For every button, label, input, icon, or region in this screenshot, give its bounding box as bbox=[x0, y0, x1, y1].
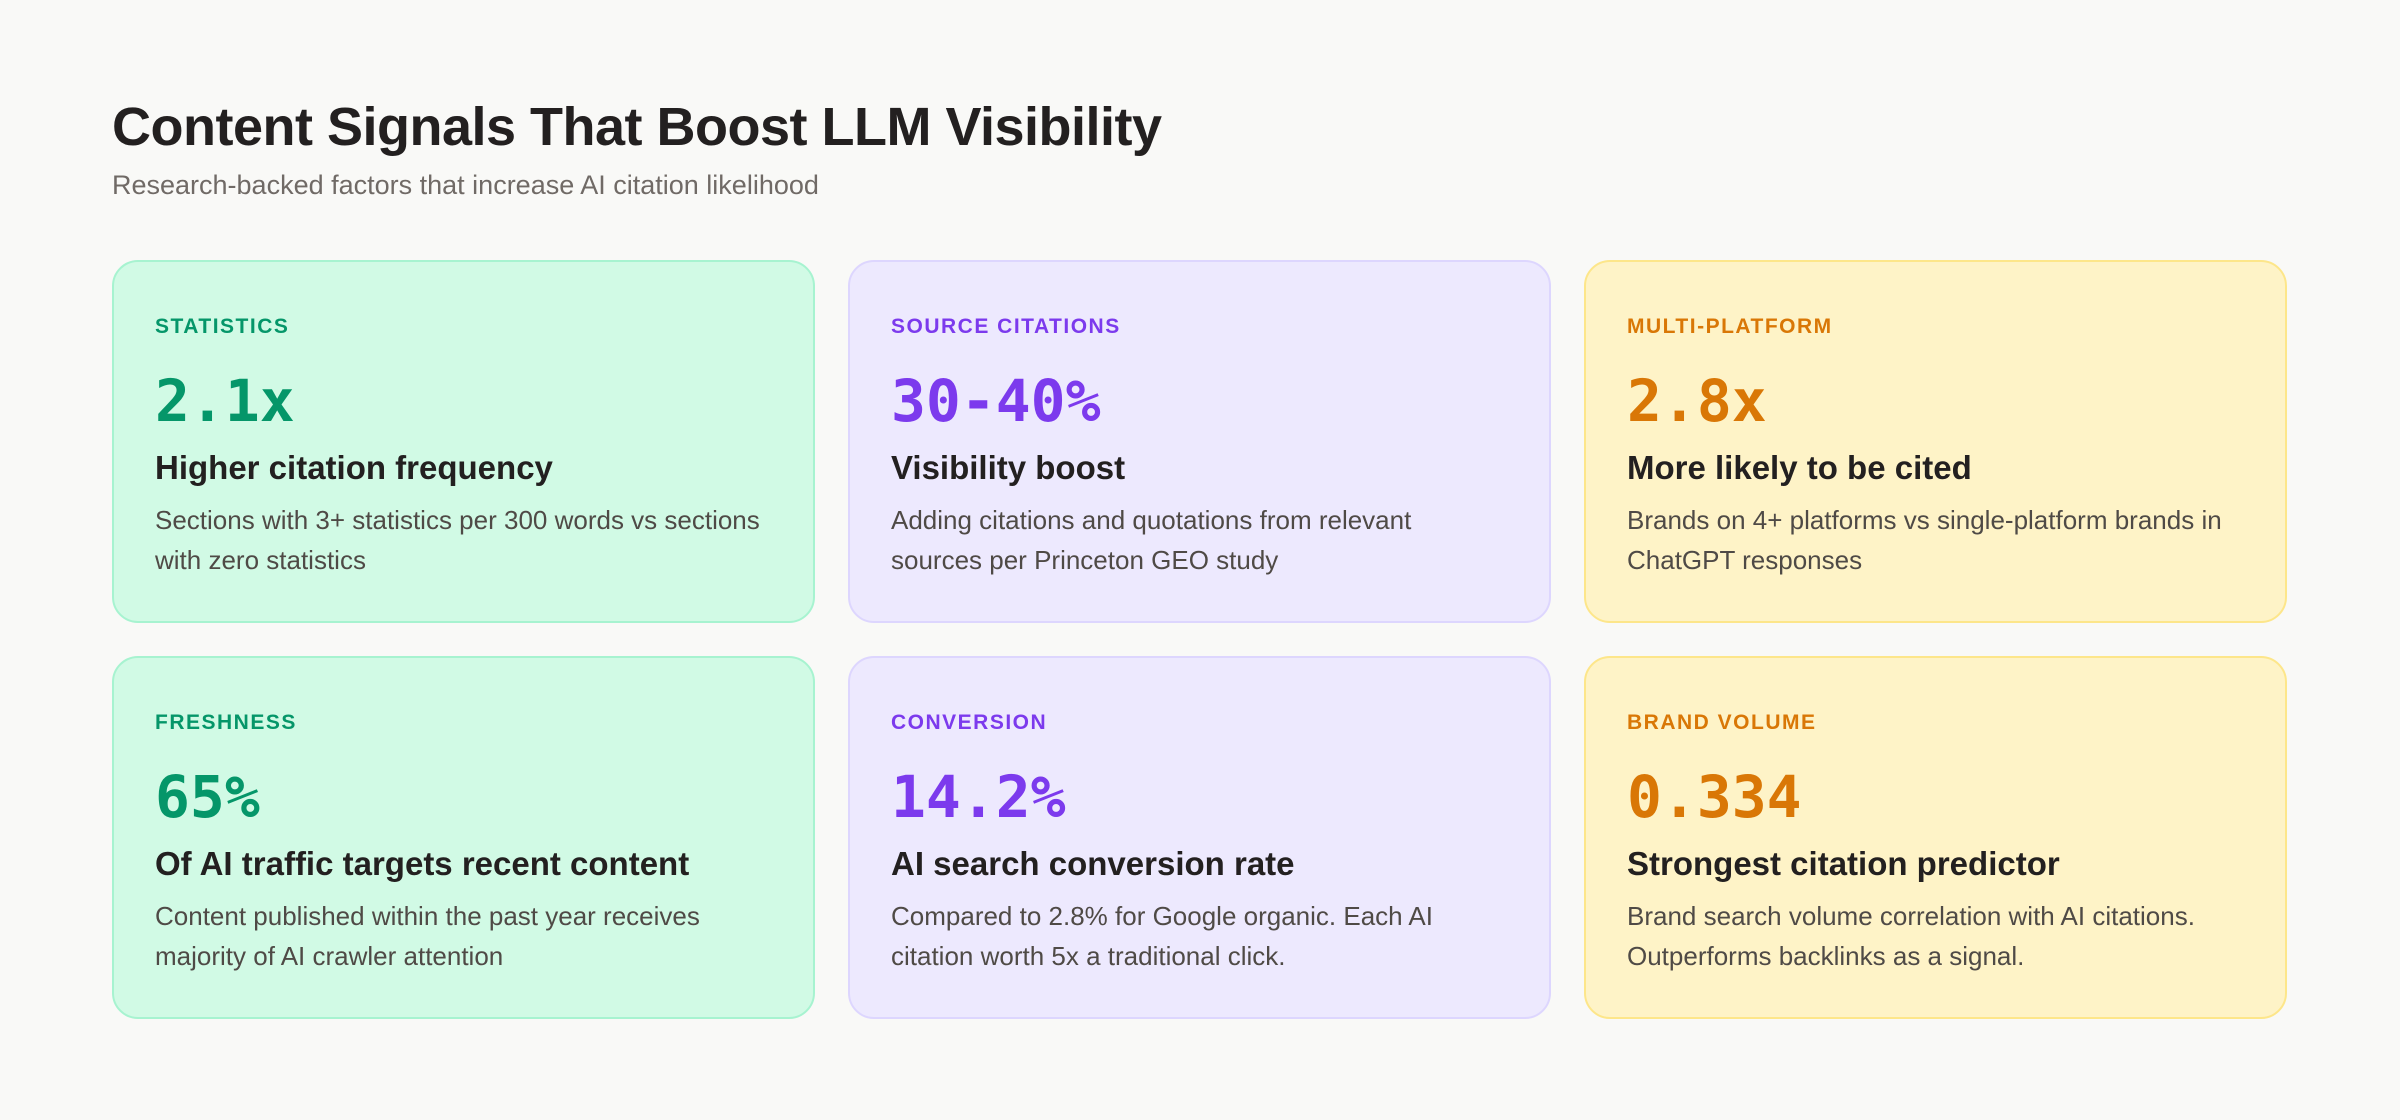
card-description: Content published within the past year r… bbox=[155, 901, 700, 971]
card-label: MULTI-PLATFORM bbox=[1627, 315, 1833, 338]
card-value: 0.334 bbox=[1627, 763, 1802, 831]
card-multi-platform: MULTI-PLATFORM 2.8x More likely to be ci… bbox=[1584, 260, 2287, 623]
page-subtitle: Research-backed factors that increase AI… bbox=[112, 170, 819, 200]
card-statistics: STATISTICS 2.1x Higher citation frequenc… bbox=[112, 260, 815, 623]
card-label: FRESHNESS bbox=[155, 711, 297, 734]
card-brand-volume: BRAND VOLUME 0.334 Strongest citation pr… bbox=[1584, 656, 2287, 1019]
card-description: Adding citations and quotations from rel… bbox=[891, 505, 1412, 575]
card-label: SOURCE CITATIONS bbox=[891, 315, 1121, 338]
card-label: CONVERSION bbox=[891, 711, 1048, 734]
card-label: STATISTICS bbox=[155, 315, 290, 338]
card-freshness: FRESHNESS 65% Of AI traffic targets rece… bbox=[112, 656, 815, 1019]
card-value: 30-40% bbox=[891, 367, 1101, 435]
card-value: 14.2% bbox=[891, 763, 1066, 831]
card-value: 2.8x bbox=[1627, 367, 1767, 435]
card-description: Compared to 2.8% for Google organic. Eac… bbox=[891, 901, 1433, 971]
page-title: Content Signals That Boost LLM Visibilit… bbox=[112, 97, 1162, 157]
card-value: 65% bbox=[155, 763, 260, 831]
card-heading: Higher citation frequency bbox=[155, 449, 553, 486]
card-heading: Of AI traffic targets recent content bbox=[155, 845, 690, 882]
card-heading: More likely to be cited bbox=[1627, 449, 1972, 486]
card-heading: Strongest citation predictor bbox=[1627, 845, 2060, 882]
card-source-citations: SOURCE CITATIONS 30-40% Visibility boost… bbox=[848, 260, 1551, 623]
card-description: Brands on 4+ platforms vs single-platfor… bbox=[1627, 505, 2222, 575]
signal-cards-grid: STATISTICS 2.1x Higher citation frequenc… bbox=[112, 260, 2287, 1019]
card-heading: Visibility boost bbox=[891, 449, 1126, 486]
card-label: BRAND VOLUME bbox=[1627, 711, 1817, 734]
card-description: Brand search volume correlation with AI … bbox=[1627, 901, 2195, 971]
card-conversion: CONVERSION 14.2% AI search conversion ra… bbox=[848, 656, 1551, 1019]
card-description: Sections with 3+ statistics per 300 word… bbox=[155, 505, 760, 575]
card-heading: AI search conversion rate bbox=[891, 845, 1295, 882]
card-value: 2.1x bbox=[155, 367, 295, 435]
